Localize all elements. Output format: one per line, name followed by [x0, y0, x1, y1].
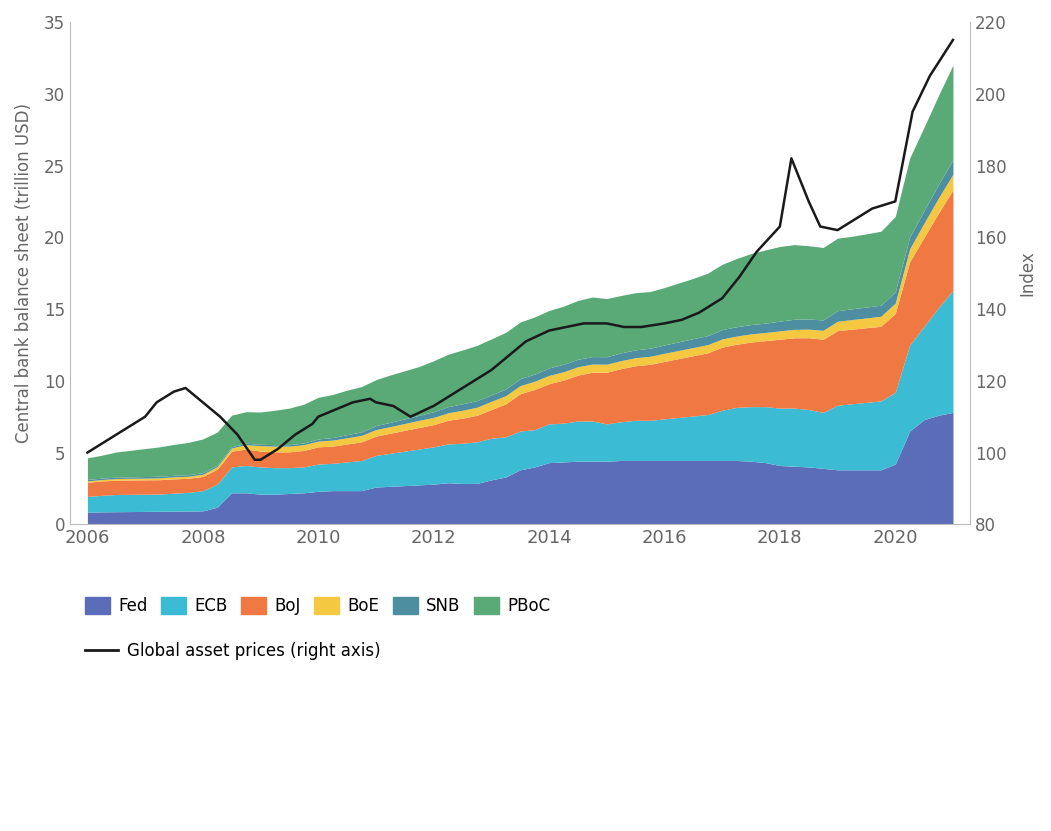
Legend: Global asset prices (right axis): Global asset prices (right axis): [79, 636, 387, 666]
Y-axis label: Central bank balance sheet (trillion USD): Central bank balance sheet (trillion USD…: [15, 103, 33, 443]
Y-axis label: Index: Index: [1018, 250, 1036, 296]
